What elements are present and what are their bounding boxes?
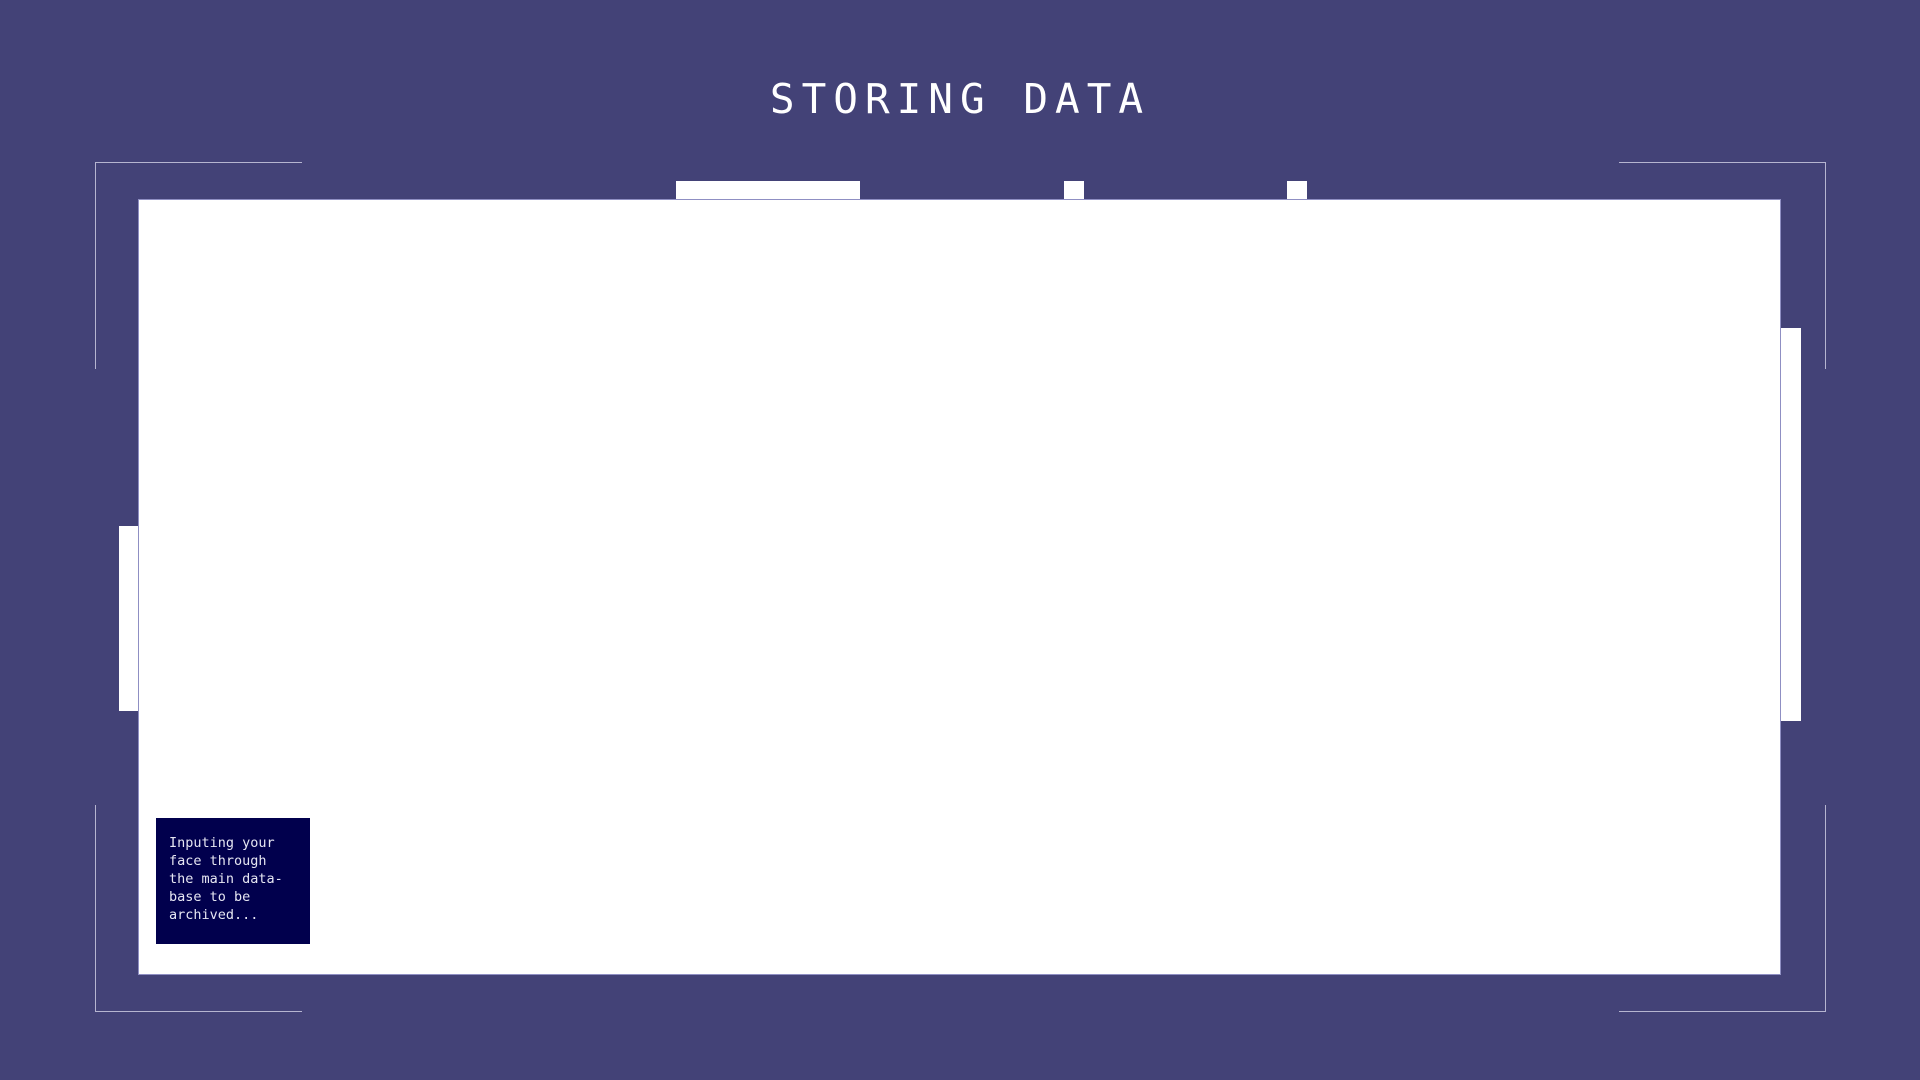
frame-corner-top-left (95, 162, 302, 369)
frame-corner-bottom-left (95, 805, 302, 1012)
panel-tab-top-small (1064, 181, 1084, 200)
panel-tab-left (119, 526, 139, 711)
panel-tab-top-wide (676, 181, 860, 200)
page-title: STORING DATA (769, 75, 1151, 123)
main-display-panel (138, 199, 1781, 975)
frame-corner-top-right (1619, 162, 1826, 369)
panel-tab-right (1781, 328, 1801, 721)
frame-corner-bottom-right (1619, 805, 1826, 1012)
panel-tab-top-small (1287, 181, 1307, 200)
status-message-box: Inputing your face through the main data… (156, 818, 310, 944)
